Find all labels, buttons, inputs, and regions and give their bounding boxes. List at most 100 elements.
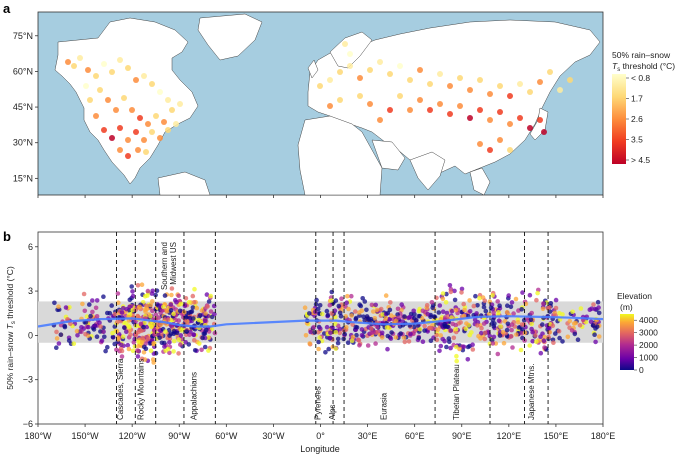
scatter-point: [90, 309, 95, 315]
scatter-point: [56, 341, 62, 346]
scatter-point: [371, 309, 376, 314]
scatter-point: [94, 298, 100, 303]
scatter-point: [317, 303, 323, 308]
scatter-point: [591, 302, 596, 307]
region-label: Appalachians: [190, 372, 199, 420]
scatter-point: [71, 341, 77, 347]
scatter-point: [176, 337, 182, 343]
scatter-point: [324, 308, 330, 314]
scatter-point: [204, 292, 210, 297]
elevation-legend-label: 3000: [639, 328, 658, 338]
scatter-point: [135, 283, 141, 288]
scatter-point: [595, 299, 601, 305]
scatter-point: [385, 333, 391, 339]
scatter-point: [417, 326, 423, 332]
scatter-point: [416, 308, 422, 314]
scatter-point: [402, 314, 407, 319]
scatter-point: [114, 328, 120, 334]
y-tick-label: −3: [23, 375, 33, 385]
scatter-point: [132, 336, 137, 342]
scatter-point: [326, 346, 332, 352]
scatter-point: [168, 302, 174, 307]
scatter-point: [385, 346, 390, 352]
map-points-eurasia: [317, 41, 573, 153]
scatter-point: [332, 308, 338, 314]
scatter-point: [496, 310, 501, 315]
scatter-point: [540, 322, 545, 327]
scatter-point: [454, 344, 459, 350]
scatter-point: [56, 304, 61, 310]
scatter-point: [192, 338, 197, 343]
scatter-point: [508, 334, 514, 339]
scatter-point: [307, 311, 312, 316]
scatter-point: [339, 296, 344, 302]
scatter-point: [190, 305, 196, 310]
scatter-point: [316, 330, 321, 335]
scatter-point: [139, 328, 144, 334]
scatter-point: [176, 293, 181, 299]
scatter-point: [427, 325, 432, 331]
scatter-point: [369, 330, 374, 336]
scatter-point: [470, 347, 476, 352]
scatter-point: [349, 338, 355, 344]
scatter-point: [316, 346, 321, 352]
scatter-point: [416, 313, 422, 319]
scatter-point: [399, 302, 405, 307]
scatter-point: [440, 296, 446, 302]
x-axis-label: Longitude: [300, 444, 340, 454]
scatter-point: [492, 321, 497, 326]
x-tick-label: 150°W: [72, 431, 100, 441]
scatter-point: [523, 324, 528, 330]
scatter-point: [551, 340, 556, 346]
scatter-point: [349, 313, 354, 318]
map-points-north-america: [65, 55, 183, 159]
greenland: [197, 13, 263, 61]
scatter-point: [383, 293, 389, 298]
scatter-point: [437, 348, 442, 354]
x-tick-label: 0°: [316, 431, 325, 441]
scatter-point: [553, 305, 559, 311]
scatter-point: [461, 344, 467, 350]
scatter-point: [327, 335, 333, 341]
scatter-point: [379, 335, 385, 340]
scatter-point: [346, 306, 351, 312]
scatter-point: [553, 297, 559, 303]
scatter-point: [135, 348, 140, 353]
scatter-point: [509, 327, 514, 333]
scatter-point: [387, 316, 393, 322]
scatter-point: [329, 298, 334, 303]
scatter-point: [577, 322, 583, 328]
y-tick-label: 0: [28, 330, 33, 340]
scatter-point: [190, 293, 196, 299]
scatter-point: [332, 321, 338, 327]
scatter-point: [490, 341, 496, 346]
scatter-point: [420, 308, 426, 314]
scatter-point: [88, 313, 93, 319]
scatter-point: [504, 327, 510, 333]
x-tick-label: 120°E: [497, 431, 522, 441]
eurasia: [307, 19, 601, 177]
india: [409, 151, 446, 191]
scatter-point: [350, 334, 356, 340]
scatter-point: [156, 315, 162, 320]
scatter-point: [328, 330, 333, 336]
scatter-point: [133, 323, 139, 329]
scatter-point: [135, 354, 141, 359]
x-tick-label: 180°W: [24, 431, 52, 441]
region-label: Rocky Mountains: [136, 359, 145, 420]
scatter-point: [411, 324, 417, 330]
scatter-point: [81, 291, 87, 297]
scatter-point: [516, 325, 522, 330]
scatter-point: [344, 300, 350, 306]
map-y-tick-label: 15°N: [13, 173, 33, 183]
scatter-point: [169, 286, 175, 291]
scatter-point: [203, 327, 209, 333]
scatter-point: [488, 305, 494, 311]
scatter-point: [99, 338, 105, 344]
map-y-axis: 75°N 60°N 45°N 30°N 15°N: [13, 31, 38, 183]
scatter-point: [345, 340, 351, 346]
scatter-point: [141, 324, 146, 330]
scatter-point: [128, 332, 133, 337]
scatter-point: [139, 340, 145, 345]
